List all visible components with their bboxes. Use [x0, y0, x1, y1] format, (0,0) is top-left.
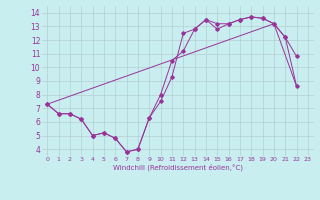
- X-axis label: Windchill (Refroidissement éolien,°C): Windchill (Refroidissement éolien,°C): [113, 164, 243, 171]
